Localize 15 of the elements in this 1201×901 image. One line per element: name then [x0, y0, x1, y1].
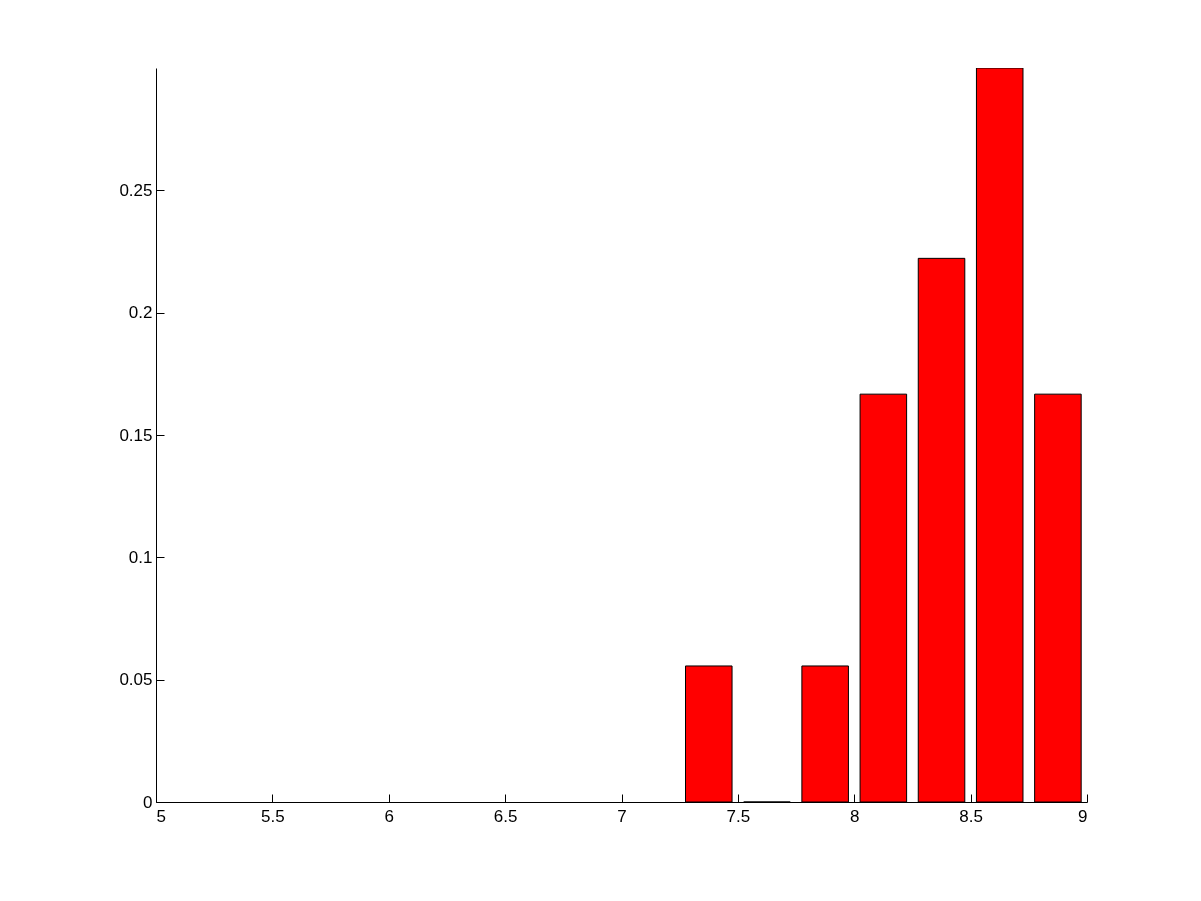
y-tick-label: 0.2: [128, 303, 153, 323]
x-tick-label: 5: [156, 806, 166, 826]
y-tick-label: 0.25: [119, 180, 153, 200]
x-tick-label: 7.5: [726, 806, 751, 826]
y-tick-label: 0: [143, 792, 153, 812]
y-tick-label: 0.1: [128, 547, 153, 567]
x-tick-label: 6: [384, 806, 394, 826]
x-tick-label: 6.5: [493, 806, 518, 826]
x-tick-label: 8: [850, 806, 860, 826]
x-tick-label: 8.5: [959, 806, 983, 826]
x-tick-label: 7: [617, 806, 627, 826]
x-tick-label: 9: [1078, 806, 1088, 826]
y-tick-label: 0.05: [119, 670, 153, 690]
x-tick-label: 5.5: [261, 806, 285, 826]
y-tick-label: 0.15: [119, 425, 153, 445]
